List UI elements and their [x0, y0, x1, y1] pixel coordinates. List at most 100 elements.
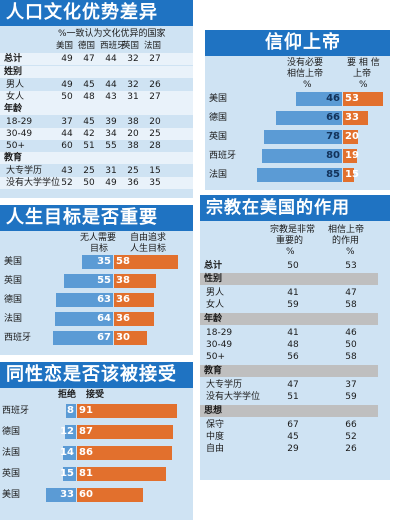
group-label: 总计 [204, 261, 223, 271]
bar-segment-a [63, 446, 76, 460]
country-label: 西班牙 [2, 406, 30, 416]
col-header-reject: 拒绝 [58, 390, 77, 400]
group-band [200, 313, 378, 325]
group-label: 性别 [204, 274, 223, 284]
table-cell: 26 [345, 444, 357, 454]
bar-value-a: 66 [326, 112, 340, 123]
row-label: 男人 [206, 288, 225, 298]
row-label: 50+ [206, 352, 225, 362]
column-header: 西班牙 [100, 41, 126, 51]
panel-title: 人生目标是否重要 [0, 205, 193, 231]
bar-value-a: 15 [60, 468, 74, 479]
table-cell: 48 [287, 340, 299, 350]
bar-segment-a [296, 92, 342, 106]
col-header-2c: % [346, 247, 355, 257]
country-label: 西班牙 [4, 333, 32, 343]
bar-value-a: 78 [326, 131, 340, 142]
bar-value-b: 15 [345, 169, 359, 180]
table-cell: 26 [149, 80, 161, 90]
panel-religion-in-us: 宗教在美国的作用 宗教是非常 重要的 % 相信上帝 的作用 % 总计 50 53 性别… [200, 195, 390, 480]
bar-segment-b [114, 293, 154, 307]
group-label: 年龄 [204, 314, 223, 324]
country-label: 美国 [4, 257, 23, 267]
table-cell: 36 [127, 178, 139, 188]
table-cell: 25 [83, 166, 95, 176]
table-cell: 49 [61, 54, 73, 64]
panel-life-goals: 人生目标是否重要 无人需要 目标 自由追求 人生目标 美国 35 58 英国 55 38 德… [0, 205, 193, 355]
column-header: 美国 [56, 41, 74, 51]
row-label: 18-29 [206, 328, 233, 338]
table-cell: 37 [345, 380, 357, 390]
col-header-1a: 宗教是非常 [270, 225, 316, 235]
table-cell: 42 [83, 129, 95, 139]
row-label: 30-49 [6, 129, 33, 139]
bar-value-a: 12 [60, 426, 74, 437]
table-cell: 44 [61, 129, 73, 139]
group-label: 姓别 [4, 67, 23, 77]
table-cell: 67 [287, 420, 299, 430]
bar-value-b: 20 [345, 131, 359, 142]
bar-segment-b [77, 446, 172, 460]
table-cell: 46 [345, 328, 357, 338]
table-cell: 27 [149, 54, 161, 64]
table-cell: 56 [287, 352, 299, 362]
bar-value-b: 19 [345, 150, 359, 161]
row-stripe [0, 103, 193, 115]
row-label: 50+ [6, 141, 25, 151]
group-label: 教育 [4, 153, 23, 163]
table-cell: 49 [61, 80, 73, 90]
bar-segment-a [262, 149, 342, 163]
table-cell: 38 [127, 141, 139, 151]
bar-segment-a [56, 293, 113, 307]
bar-value-a: 33 [60, 489, 74, 500]
table-cell: 60 [61, 141, 73, 151]
bar-segment-a [276, 111, 342, 125]
table-cell: 41 [287, 328, 299, 338]
table-cell: 45 [287, 432, 299, 442]
bar-value-a: 46 [326, 93, 340, 104]
table-cell: 32 [127, 54, 139, 64]
col-header-accept: 接受 [86, 390, 105, 400]
bar-value-b: 36 [116, 313, 130, 324]
country-label: 法国 [209, 170, 228, 180]
bar-segment-b [114, 312, 154, 326]
bar-value-a: 67 [97, 332, 111, 343]
table-cell: 51 [83, 141, 95, 151]
row-label: 大专学历 [206, 380, 243, 390]
bar-segment-b [114, 274, 156, 288]
panel-title: 人口文化优势差异 [0, 0, 193, 26]
table-cell: 50 [287, 261, 299, 271]
table-cell: 27 [149, 92, 161, 102]
bar-segment-b [114, 255, 178, 269]
row-stripe [0, 177, 193, 189]
bar-value-a: 8 [67, 405, 74, 416]
table-cell: 38 [127, 117, 139, 127]
group-label: 总计 [4, 54, 23, 64]
table-cell: 50 [61, 92, 73, 102]
bar-segment-a [66, 404, 76, 418]
bar-segment-b [343, 92, 383, 106]
table-cell: 48 [83, 92, 95, 102]
bar-segment-b [343, 130, 358, 144]
country-label: 英国 [4, 276, 23, 286]
table-cell: 15 [149, 166, 161, 176]
bar-value-a: 55 [97, 275, 111, 286]
row-stripe [0, 66, 193, 78]
row-label: 没有大学学位 [206, 392, 261, 402]
bar-value-b: 86 [79, 447, 93, 458]
table-cell: 35 [149, 178, 161, 188]
bar-segment-b [343, 149, 358, 163]
table-cell: 52 [61, 178, 73, 188]
bar-value-a: 85 [326, 169, 340, 180]
col-header-2a: 相信上帝 [328, 225, 365, 235]
table-cell: 43 [61, 166, 73, 176]
row-label: 没有大学学位 [6, 178, 61, 188]
bar-value-b: 60 [79, 489, 93, 500]
table-cell: 44 [105, 80, 117, 90]
country-label: 西班牙 [209, 151, 237, 161]
bar-value-b: 30 [116, 332, 130, 343]
bar-value-a: 35 [97, 256, 111, 267]
table-cell: 28 [149, 141, 161, 151]
table-cell: 43 [105, 92, 117, 102]
row-stripe [0, 53, 193, 65]
